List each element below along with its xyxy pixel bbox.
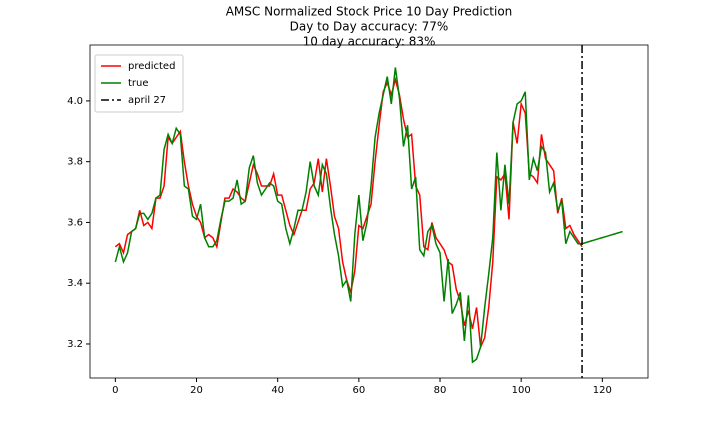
x-tick-label: 120 xyxy=(593,385,612,396)
legend-label: april 27 xyxy=(128,95,166,106)
y-tick-label: 3.6 xyxy=(67,217,83,228)
x-tick-label: 20 xyxy=(190,385,203,396)
series-line xyxy=(114,67,623,364)
legend-box xyxy=(94,54,184,113)
x-tick-label: 40 xyxy=(271,385,284,396)
x-tick-label: 80 xyxy=(434,385,447,396)
chart-title: AMSC Normalized Stock Price 10 Day Predi… xyxy=(226,5,513,19)
plot-frame xyxy=(89,44,649,379)
y-tick-label: 4.0 xyxy=(67,96,83,107)
chart-subtitle: 10 day accuracy: 83% xyxy=(303,35,436,49)
x-tick-label: 100 xyxy=(512,385,531,396)
y-tick-label: 3.2 xyxy=(67,339,83,350)
legend-label: predicted xyxy=(128,61,175,72)
legend-label: true xyxy=(128,78,149,89)
x-tick-label: 0 xyxy=(112,385,118,396)
y-tick-label: 3.4 xyxy=(67,278,83,289)
y-tick-label: 3.8 xyxy=(67,157,83,168)
chart-subtitle: Day to Day accuracy: 77% xyxy=(290,20,449,34)
x-tick-label: 60 xyxy=(352,385,365,396)
